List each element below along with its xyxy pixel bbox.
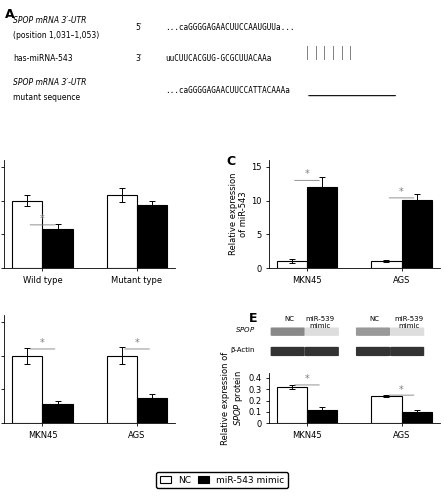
Text: mutant sequence: mutant sequence [13, 94, 80, 102]
Text: β-Actin: β-Actin [231, 347, 255, 353]
Text: C: C [226, 154, 235, 168]
Text: *: * [135, 338, 139, 348]
FancyBboxPatch shape [390, 328, 424, 336]
Bar [277, 262, 307, 268]
Text: $\it{SPOP}$: $\it{SPOP}$ [235, 326, 255, 334]
Text: 3′: 3′ [135, 54, 142, 62]
Text: *: * [40, 214, 45, 224]
Bar [43, 404, 73, 423]
Bar [107, 356, 137, 423]
Bar [137, 206, 167, 268]
Text: NC: NC [370, 316, 380, 322]
Text: *: * [305, 374, 309, 384]
Text: NC: NC [285, 316, 294, 322]
FancyBboxPatch shape [271, 347, 305, 356]
Text: ...caGGGGAGAACUUCCATTACAAAa: ...caGGGGAGAACUUCCATTACAAAa [166, 86, 290, 95]
Text: 5′: 5′ [135, 24, 142, 32]
Bar [12, 200, 43, 268]
Bar [307, 410, 337, 423]
Bar [277, 387, 307, 423]
FancyBboxPatch shape [271, 328, 305, 336]
Bar [107, 195, 137, 268]
Text: ...caGGGGAGAACUUCCAAUGUUa...: ...caGGGGAGAACUUCCAAUGUUa... [166, 24, 295, 32]
Text: *: * [399, 384, 404, 394]
Text: *: * [40, 338, 45, 348]
FancyBboxPatch shape [356, 328, 390, 336]
Text: has-miRNA-543: has-miRNA-543 [13, 54, 73, 62]
Bar [307, 187, 337, 268]
Text: A: A [4, 8, 14, 21]
Text: miR-539
mimic: miR-539 mimic [305, 316, 335, 329]
Bar [12, 356, 43, 423]
Bar [401, 412, 432, 423]
Bar [401, 200, 432, 268]
Legend: NC, miR-543 mimic: NC, miR-543 mimic [156, 472, 288, 488]
Text: *: * [305, 170, 309, 179]
Bar [137, 398, 167, 423]
Bar [371, 262, 401, 268]
FancyBboxPatch shape [305, 328, 339, 336]
Text: *: * [399, 187, 404, 197]
Y-axis label: Relative expression
of miR-543: Relative expression of miR-543 [229, 173, 248, 256]
FancyBboxPatch shape [305, 347, 339, 356]
Text: E: E [249, 312, 257, 325]
FancyBboxPatch shape [356, 347, 390, 356]
Y-axis label: Relative expression of
$\it{SPOP}$ protein: Relative expression of $\it{SPOP}$ prote… [222, 352, 245, 445]
Text: SPOP mRNA 3′-UTR: SPOP mRNA 3′-UTR [13, 16, 87, 25]
FancyBboxPatch shape [390, 347, 424, 356]
Text: uuCUUCACGUG-GCGCUUACAAa: uuCUUCACGUG-GCGCUUACAAa [166, 54, 272, 62]
Text: SPOP mRNA 3′-UTR: SPOP mRNA 3′-UTR [13, 78, 87, 88]
Text: (position 1,031–1,053): (position 1,031–1,053) [13, 31, 99, 40]
Bar [371, 396, 401, 423]
Bar [43, 229, 73, 268]
Text: miR-539
mimic: miR-539 mimic [394, 316, 424, 329]
